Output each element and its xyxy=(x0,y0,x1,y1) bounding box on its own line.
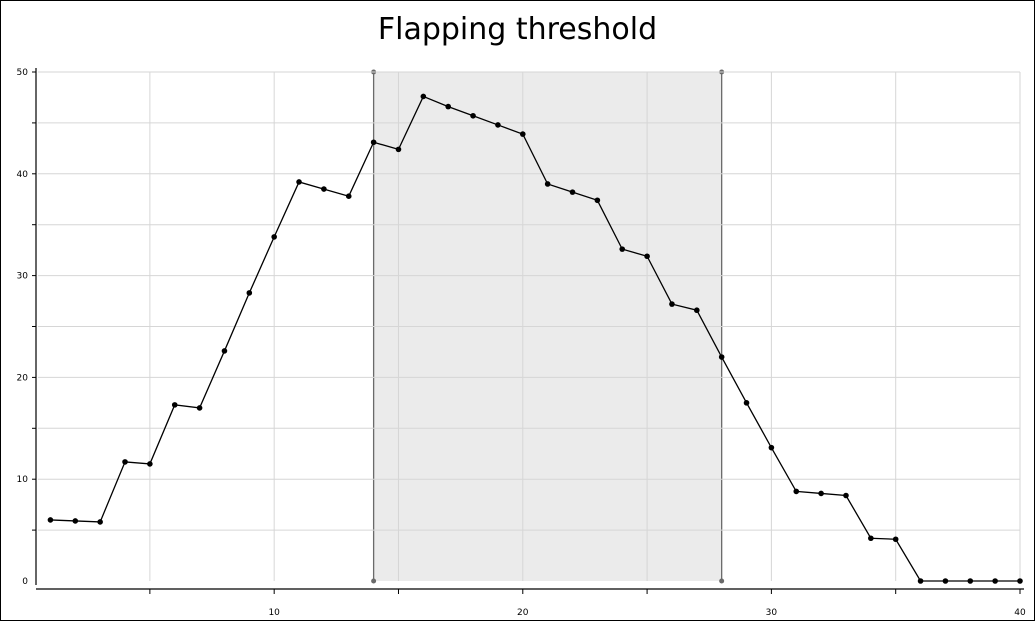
data-point xyxy=(321,186,327,192)
data-point xyxy=(122,459,128,465)
data-point xyxy=(843,492,849,499)
data-point xyxy=(495,122,501,128)
y-tick-label: 30 xyxy=(17,272,29,282)
data-point xyxy=(619,246,626,252)
x-tick-label: 30 xyxy=(766,608,778,618)
data-point xyxy=(644,253,650,260)
data-point xyxy=(395,146,402,153)
y-tick-label: 10 xyxy=(17,475,29,485)
data-point xyxy=(445,103,452,110)
data-point xyxy=(793,488,800,495)
data-point xyxy=(594,197,601,204)
data-point xyxy=(942,578,949,584)
data-point xyxy=(892,536,899,543)
data-point xyxy=(147,461,153,467)
data-point xyxy=(544,181,551,187)
data-point xyxy=(97,519,103,525)
y-tick-label: 40 xyxy=(17,170,29,180)
data-point xyxy=(694,307,700,314)
data-point xyxy=(868,535,874,542)
data-point xyxy=(47,517,54,523)
data-point xyxy=(768,444,775,451)
x-tick-label: 20 xyxy=(517,608,529,618)
data-point xyxy=(271,234,277,240)
data-point xyxy=(370,139,377,146)
y-tick-label: 0 xyxy=(22,577,28,587)
data-point xyxy=(519,131,526,137)
selection-handle xyxy=(719,578,725,584)
data-point xyxy=(345,193,352,199)
data-point xyxy=(246,290,253,296)
data-point xyxy=(420,93,427,100)
y-tick-label: 50 xyxy=(17,68,29,78)
series-line xyxy=(50,95,1020,582)
data-point xyxy=(171,402,178,408)
data-point xyxy=(296,179,302,185)
data-point xyxy=(72,518,79,524)
data-point xyxy=(917,578,924,584)
data-point xyxy=(669,301,675,307)
data-point xyxy=(743,400,750,406)
selection-handle xyxy=(371,578,377,584)
x-tick-label: 10 xyxy=(268,608,280,618)
data-point xyxy=(818,490,824,497)
data-point xyxy=(992,578,998,584)
chart-title: Flapping threshold xyxy=(377,12,658,47)
data-point xyxy=(718,354,725,360)
data-point xyxy=(196,405,203,411)
x-tick-label: 40 xyxy=(1014,608,1026,618)
data-point xyxy=(1017,578,1023,584)
data-point xyxy=(967,578,974,584)
data-point xyxy=(470,112,476,119)
data-point xyxy=(221,348,228,354)
data-point xyxy=(569,189,576,195)
y-tick-label: 20 xyxy=(17,373,29,383)
